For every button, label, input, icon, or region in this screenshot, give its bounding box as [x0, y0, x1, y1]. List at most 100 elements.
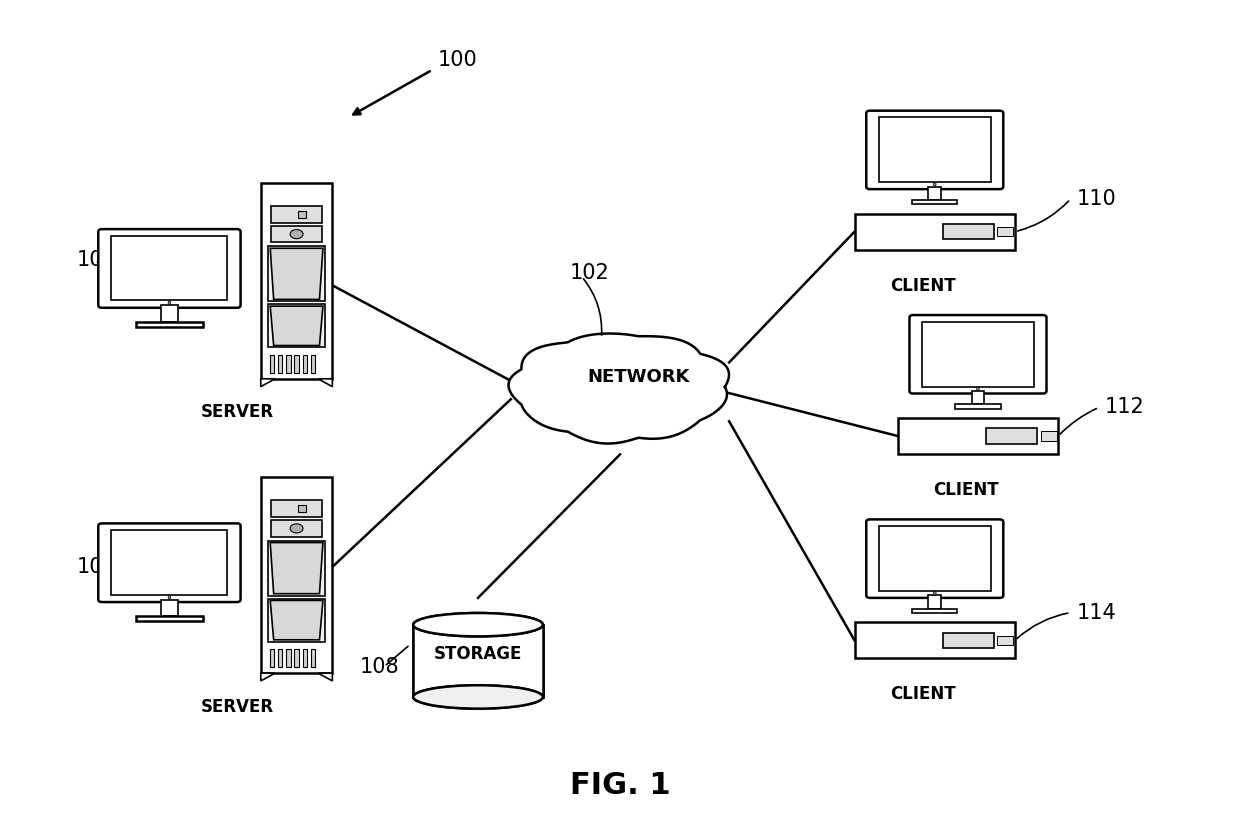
Polygon shape — [270, 306, 322, 346]
Text: 110: 110 — [1076, 189, 1116, 209]
Polygon shape — [270, 249, 322, 300]
Text: 102: 102 — [569, 263, 609, 282]
FancyBboxPatch shape — [286, 355, 290, 373]
FancyBboxPatch shape — [98, 523, 241, 602]
Text: CLIENT: CLIENT — [889, 277, 955, 295]
Ellipse shape — [611, 360, 662, 390]
Text: 106: 106 — [77, 557, 117, 577]
Text: 112: 112 — [1105, 398, 1145, 417]
Ellipse shape — [622, 398, 660, 421]
FancyBboxPatch shape — [112, 530, 227, 594]
FancyBboxPatch shape — [311, 355, 315, 373]
FancyBboxPatch shape — [294, 355, 299, 373]
Polygon shape — [270, 601, 322, 639]
Ellipse shape — [624, 377, 699, 421]
Text: SERVER: SERVER — [201, 698, 274, 716]
Polygon shape — [260, 379, 275, 387]
Ellipse shape — [413, 613, 543, 636]
Polygon shape — [413, 625, 543, 697]
Ellipse shape — [290, 230, 303, 239]
FancyBboxPatch shape — [854, 214, 1016, 249]
Polygon shape — [270, 542, 322, 593]
Ellipse shape — [541, 377, 616, 421]
FancyBboxPatch shape — [413, 625, 543, 697]
FancyBboxPatch shape — [923, 322, 1034, 387]
Text: NETWORK: NETWORK — [588, 368, 689, 386]
FancyBboxPatch shape — [997, 227, 1013, 236]
Text: 114: 114 — [1076, 602, 1116, 622]
FancyBboxPatch shape — [112, 236, 227, 300]
Text: CLIENT: CLIENT — [932, 481, 998, 499]
FancyBboxPatch shape — [942, 633, 994, 648]
FancyBboxPatch shape — [260, 477, 332, 673]
FancyBboxPatch shape — [278, 355, 283, 373]
FancyBboxPatch shape — [311, 649, 315, 667]
Ellipse shape — [666, 397, 699, 416]
FancyBboxPatch shape — [268, 246, 325, 301]
FancyBboxPatch shape — [268, 541, 325, 596]
FancyBboxPatch shape — [260, 183, 332, 379]
FancyBboxPatch shape — [270, 520, 322, 537]
Text: 100: 100 — [438, 50, 477, 70]
Polygon shape — [317, 379, 332, 387]
FancyBboxPatch shape — [270, 500, 322, 517]
Ellipse shape — [578, 368, 662, 418]
FancyBboxPatch shape — [913, 200, 957, 204]
Text: FIG. 1: FIG. 1 — [569, 771, 671, 800]
FancyBboxPatch shape — [854, 622, 1016, 658]
Ellipse shape — [934, 591, 936, 595]
FancyBboxPatch shape — [971, 391, 985, 404]
Ellipse shape — [651, 370, 693, 394]
Text: SERVER: SERVER — [201, 403, 274, 421]
FancyBboxPatch shape — [270, 226, 322, 243]
FancyBboxPatch shape — [997, 636, 1013, 645]
FancyBboxPatch shape — [879, 526, 991, 591]
FancyBboxPatch shape — [929, 595, 941, 609]
FancyBboxPatch shape — [135, 322, 203, 327]
FancyBboxPatch shape — [270, 355, 274, 373]
Ellipse shape — [580, 398, 618, 421]
FancyBboxPatch shape — [898, 418, 1058, 454]
FancyBboxPatch shape — [1040, 431, 1056, 440]
FancyBboxPatch shape — [909, 315, 1047, 393]
Ellipse shape — [578, 362, 629, 393]
Ellipse shape — [523, 384, 557, 404]
FancyBboxPatch shape — [270, 649, 274, 667]
Text: 108: 108 — [360, 657, 399, 677]
Ellipse shape — [169, 595, 171, 599]
FancyBboxPatch shape — [268, 598, 325, 642]
Ellipse shape — [548, 372, 587, 394]
Polygon shape — [260, 673, 275, 681]
Ellipse shape — [413, 686, 543, 709]
Text: STORAGE: STORAGE — [434, 645, 522, 663]
FancyBboxPatch shape — [286, 649, 290, 667]
FancyBboxPatch shape — [955, 404, 1001, 409]
FancyBboxPatch shape — [270, 206, 322, 223]
Text: 104: 104 — [77, 250, 117, 270]
Text: CLIENT: CLIENT — [889, 686, 955, 704]
FancyBboxPatch shape — [867, 519, 1003, 597]
FancyBboxPatch shape — [867, 110, 1003, 189]
FancyBboxPatch shape — [98, 229, 241, 308]
FancyBboxPatch shape — [161, 600, 177, 616]
FancyBboxPatch shape — [278, 649, 283, 667]
Ellipse shape — [681, 382, 719, 404]
FancyBboxPatch shape — [298, 505, 305, 512]
Ellipse shape — [169, 301, 171, 305]
FancyBboxPatch shape — [135, 616, 203, 621]
Ellipse shape — [290, 523, 303, 533]
FancyBboxPatch shape — [294, 649, 299, 667]
FancyBboxPatch shape — [161, 305, 177, 322]
FancyBboxPatch shape — [303, 649, 308, 667]
Polygon shape — [317, 673, 332, 681]
FancyBboxPatch shape — [913, 609, 957, 613]
Ellipse shape — [541, 397, 574, 416]
Ellipse shape — [413, 613, 543, 636]
FancyBboxPatch shape — [986, 429, 1038, 444]
FancyBboxPatch shape — [298, 212, 305, 218]
FancyBboxPatch shape — [303, 355, 308, 373]
FancyBboxPatch shape — [268, 305, 325, 347]
Ellipse shape — [413, 686, 543, 709]
FancyBboxPatch shape — [929, 187, 941, 200]
Ellipse shape — [934, 183, 936, 186]
